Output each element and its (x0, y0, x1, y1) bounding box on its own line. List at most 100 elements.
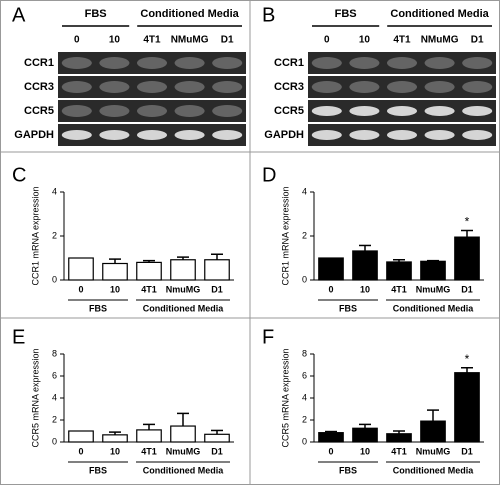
y-tick-label: 2 (52, 230, 57, 240)
group-label: Conditioned Media (143, 465, 224, 475)
y-axis-label: CCR1 mRNA expression (30, 186, 40, 285)
group-label: FBS (89, 303, 107, 313)
x-tick-label: NmuMG (166, 284, 201, 294)
lane-label: 4T1 (143, 35, 161, 46)
band (462, 81, 493, 93)
bar (454, 372, 480, 443)
bar (420, 420, 446, 443)
row-label: CCR3 (24, 81, 54, 93)
band (424, 57, 455, 69)
bar (136, 261, 162, 281)
bar (352, 427, 378, 443)
band (311, 81, 342, 93)
bar (102, 434, 128, 443)
bar (170, 259, 196, 281)
lane-label: D1 (471, 35, 484, 46)
band (462, 57, 493, 69)
group-label: Conditioned Media (393, 465, 474, 475)
group-label: FBS (339, 465, 357, 475)
y-tick-label: 0 (302, 436, 307, 446)
band (99, 105, 130, 117)
band (386, 81, 418, 93)
group-label: FBS (339, 303, 357, 313)
y-axis-label: CCR1 mRNA expression (280, 186, 290, 285)
bar (386, 433, 412, 443)
y-tick-label: 0 (302, 274, 307, 284)
band (349, 81, 380, 93)
band (386, 57, 418, 69)
panel-letter: B (262, 4, 275, 26)
x-tick-label: NmuMG (416, 284, 451, 294)
y-axis-label: CCR5 mRNA expression (280, 348, 290, 447)
y-axis-label: CCR5 mRNA expression (30, 348, 40, 447)
y-tick-label: 4 (52, 392, 57, 402)
band (424, 81, 455, 93)
x-tick-label: 0 (328, 446, 333, 456)
x-tick-label: 4T1 (141, 284, 157, 294)
y-tick-label: 4 (52, 186, 57, 196)
y-tick-label: 4 (302, 186, 307, 196)
band (311, 130, 342, 140)
band (99, 57, 130, 69)
row-label: CCR5 (274, 105, 304, 117)
y-tick-label: 4 (302, 392, 307, 402)
x-tick-label: 10 (110, 284, 120, 294)
row-label: CCR1 (274, 57, 304, 69)
bar (420, 260, 446, 281)
band (424, 130, 455, 140)
y-tick-label: 2 (52, 414, 57, 424)
band (174, 81, 205, 93)
x-tick-label: 0 (78, 446, 83, 456)
x-tick-label: 10 (360, 284, 370, 294)
panel-letter: A (12, 4, 26, 26)
row-label: CCR5 (24, 105, 54, 117)
band (61, 130, 92, 140)
band (212, 105, 243, 117)
lane-label: 4T1 (393, 35, 411, 46)
panel-letter: C (12, 164, 26, 186)
y-tick-label: 2 (302, 230, 307, 240)
bar (204, 433, 230, 443)
row-label: CCR1 (24, 57, 54, 69)
y-tick-label: 6 (52, 370, 57, 380)
x-tick-label: 4T1 (391, 446, 407, 456)
significance-label: * (465, 215, 470, 229)
bar (352, 250, 378, 281)
band (174, 57, 205, 69)
x-tick-label: 10 (360, 446, 370, 456)
band (349, 130, 380, 140)
band (386, 106, 418, 116)
x-tick-label: D1 (211, 284, 223, 294)
y-tick-label: 6 (302, 370, 307, 380)
lane-label: NMuMG (421, 35, 459, 46)
bar (454, 236, 480, 281)
band (61, 57, 92, 69)
x-tick-label: NmuMG (166, 446, 201, 456)
x-tick-label: 10 (110, 446, 120, 456)
band (424, 106, 455, 116)
row-label: GAPDH (264, 129, 304, 141)
band (212, 81, 243, 93)
band (99, 81, 130, 93)
bar (318, 432, 344, 443)
bar (170, 425, 196, 443)
band (311, 57, 342, 69)
bar (386, 261, 412, 281)
x-tick-label: 4T1 (141, 446, 157, 456)
band (136, 105, 168, 117)
lane-label: 0 (324, 35, 330, 46)
x-tick-label: 0 (78, 284, 83, 294)
x-tick-label: D1 (461, 284, 473, 294)
lane-label: 0 (74, 35, 80, 46)
panel-letter: E (12, 326, 25, 348)
group-label: Conditioned Media (393, 303, 474, 313)
group-label: FBS (89, 465, 107, 475)
group-label: Conditioned Media (140, 8, 239, 20)
band (174, 130, 205, 140)
x-tick-label: 0 (328, 284, 333, 294)
panel-letter: F (262, 326, 274, 348)
lane-label: D1 (221, 35, 234, 46)
band (311, 106, 342, 116)
significance-label: * (465, 352, 470, 366)
